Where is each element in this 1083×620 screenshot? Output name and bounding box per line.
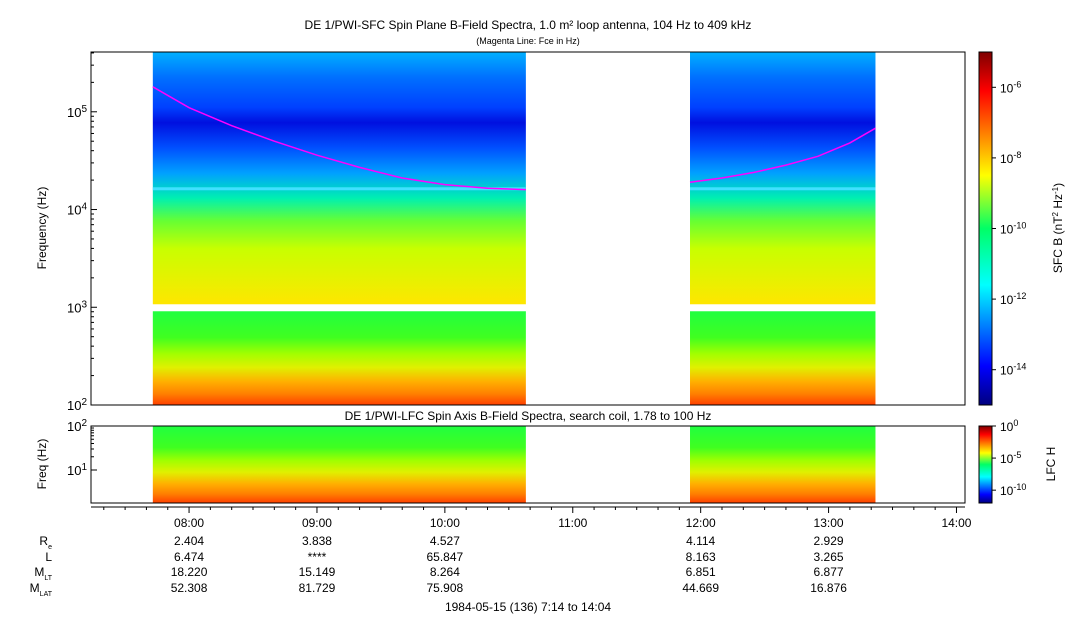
tick-label: 10-14 [1000,362,1026,378]
ephemeris-row-label: MLAT [30,581,53,598]
time-axis: 08:00 09:00 10:00 11:00 12:00 13:00 14:00 [103,507,972,530]
sfc-high-band-block [152,52,526,305]
lfc-data-block [152,426,526,503]
ephemeris-value: 65.847 [427,550,464,564]
ephemeris-value: 2.404 [174,534,204,548]
sfc-low-band-block [152,311,526,405]
ephemeris-value: 16.876 [810,581,847,595]
ephemeris-row-label: L [45,550,52,564]
footer-time-range: 1984-05-15 (136) 7:14 to 14:04 [445,600,611,614]
ephemeris-value: 6.877 [814,565,844,579]
time-tick-label: 11:00 [558,516,587,530]
ephemeris-row-label: MLT [34,565,52,582]
lfc-data-block [690,426,876,503]
tick-label: 10-10 [1000,482,1026,498]
tick-label: 10-12 [1000,291,1026,307]
lfc-colorbar [978,425,993,504]
lfc-colorbar-ticks: 100 10-5 10-10 [992,418,1026,498]
time-tick-label: 09:00 [302,516,332,530]
ephemeris-value: 4.527 [430,534,460,548]
tick-label: 102 [67,418,87,435]
ephemeris-value: **** [308,550,327,564]
ephemeris-row-label: Re [39,534,52,551]
tick-label: 105 [67,103,87,120]
tick-label: 10-5 [1000,450,1021,466]
ephemeris-value: 15.149 [299,565,336,579]
sfc-colorbar [978,51,993,406]
tick-label: 100 [1000,418,1018,434]
tick-label: 102 [67,397,87,414]
sfc-y-axis: 102 103 104 105 [67,52,97,414]
ephemeris-value: 3.838 [302,534,332,548]
sfc-title: DE 1/PWI-SFC Spin Plane B-Field Spectra,… [305,18,752,32]
sfc-plot-frame [90,51,966,406]
ephemeris-value: 75.908 [427,581,464,595]
tick-label: 103 [67,299,87,316]
time-tick-label: 10:00 [430,516,460,530]
tick-label: 10-6 [1000,79,1021,95]
lfc-title: DE 1/PWI-LFC Spin Axis B-Field Spectra, … [345,409,712,423]
sfc-low-band-block [690,311,876,405]
tick-label: 104 [67,201,87,218]
ephemeris-value: 4.114 [686,534,715,548]
sfc-narrowband-line [690,187,876,191]
time-tick-label: 12:00 [686,516,716,530]
ephemeris-value: 2.929 [814,534,844,548]
ephemeris-value: 3.265 [814,550,844,564]
sfc-ylabel: Frequency (Hz) [35,187,49,270]
lfc-y-axis: 101 102 [67,418,97,479]
time-tick-label: 14:00 [941,516,971,530]
sfc-colorbar-label: SFC B (nT2 Hz-1) [1051,183,1066,273]
ephemeris-value: 6.474 [174,550,204,564]
tick-label: 101 [67,462,87,479]
sfc-subtitle: (Magenta Line: Fce in Hz) [476,36,580,46]
tick-label: 10-10 [1000,221,1026,237]
ephemeris-value: 6.851 [686,565,716,579]
time-tick-label: 13:00 [814,516,844,530]
sfc-colorbar-ticks: 10-6 10-8 10-10 10-12 10-14 [992,79,1026,378]
lfc-colorbar-label: LFC H [1044,447,1058,482]
ephemeris-value: 81.729 [299,581,336,595]
ephemeris-value: 44.669 [682,581,719,595]
ephemeris-value: 52.308 [171,581,208,595]
lfc-ylabel: Freq (Hz) [35,439,49,490]
fce-magenta-line [152,86,526,191]
sfc-narrowband-line [152,187,526,191]
fce-magenta-line [689,127,876,184]
lfc-plot-frame [90,425,966,504]
tick-label: 10-8 [1000,150,1021,166]
lfc-spectrogram [152,426,876,503]
time-tick-label: 08:00 [174,516,204,530]
sfc-spectrogram [152,52,876,405]
ephemeris-value: 18.220 [171,565,208,579]
ephemeris-value: 8.264 [430,565,460,579]
ephemeris-value: 8.163 [686,550,716,564]
